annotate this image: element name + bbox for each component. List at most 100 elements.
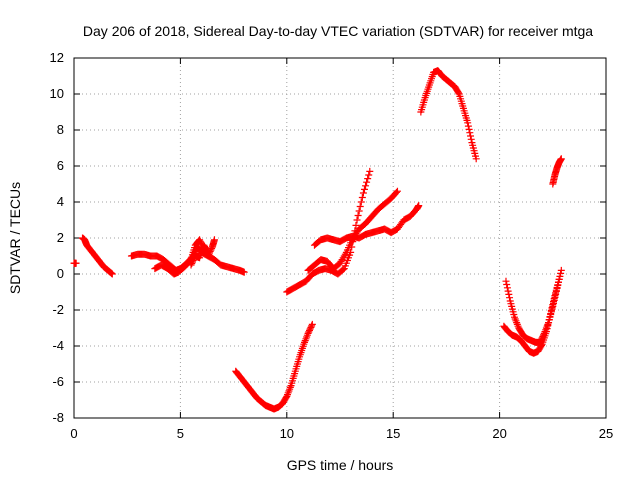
data-point <box>549 301 557 309</box>
data-point <box>365 171 373 179</box>
data-point <box>393 187 401 195</box>
data-point <box>543 325 551 333</box>
data-point <box>189 257 197 264</box>
data-point <box>72 259 80 267</box>
data-points <box>70 67 565 413</box>
data-point <box>467 135 475 143</box>
data-point <box>503 281 511 288</box>
data-series <box>232 320 316 413</box>
data-series <box>70 259 80 267</box>
data-point <box>304 329 312 337</box>
tick-labels: 0 5 10 15 20 25 -8 -6 -4 -2 0 2 4 6 8 10 12 <box>50 50 614 441</box>
data-point <box>308 320 316 328</box>
data-point <box>542 328 550 336</box>
data-point <box>544 322 552 330</box>
data-series <box>304 187 401 274</box>
data-point <box>108 270 116 278</box>
data-point <box>503 284 511 292</box>
data-point <box>188 258 196 266</box>
x-axis-label: GPS time / hours <box>287 457 394 473</box>
y-tick-label: 0 <box>57 266 64 281</box>
y-tick-label: 6 <box>57 158 64 173</box>
data-point <box>360 185 368 193</box>
y-tick-label: 4 <box>57 194 64 209</box>
data-point <box>366 167 374 175</box>
data-point <box>282 394 290 402</box>
data-point <box>506 294 514 302</box>
data-point <box>353 216 361 224</box>
y-axis-label: SDTVAR / TECUs <box>7 182 23 294</box>
data-point <box>364 175 372 183</box>
data-point <box>545 319 553 327</box>
data-point <box>415 202 423 210</box>
y-tick-label: -6 <box>52 374 64 389</box>
y-tick-label: -2 <box>52 302 64 317</box>
data-point <box>307 323 315 331</box>
data-series <box>500 275 563 357</box>
x-tick-label: 10 <box>280 426 294 441</box>
data-point <box>363 178 371 186</box>
data-point <box>545 316 553 324</box>
data-point <box>392 188 400 196</box>
data-point <box>505 290 513 298</box>
y-tick-label: 8 <box>57 122 64 137</box>
data-point <box>556 272 564 280</box>
data-point <box>464 119 472 127</box>
data-point <box>550 295 558 303</box>
y-tick-label: -4 <box>52 338 64 353</box>
data-point <box>465 125 473 133</box>
x-tick-label: 5 <box>177 426 184 441</box>
data-point <box>537 341 545 349</box>
data-series <box>310 202 423 249</box>
data-point <box>472 155 480 163</box>
chart-title: Day 206 of 2018, Sidereal Day-to-day VTE… <box>83 23 593 39</box>
data-point <box>339 266 347 273</box>
data-point <box>454 89 462 97</box>
y-tick-label: -8 <box>52 410 64 425</box>
data-series <box>549 155 565 188</box>
x-tick-label: 15 <box>386 426 400 441</box>
data-point <box>306 325 314 333</box>
data-point <box>357 198 365 206</box>
plot-frame <box>73 57 607 419</box>
data-point <box>464 122 472 130</box>
grid-lines <box>74 58 606 418</box>
data-point <box>547 310 555 318</box>
data-point <box>356 203 364 210</box>
data-point <box>203 247 211 255</box>
data-point <box>546 313 554 321</box>
data-series <box>417 67 480 163</box>
data-point <box>188 260 196 267</box>
data-point <box>240 268 248 276</box>
data-point <box>305 328 313 336</box>
data-point <box>352 221 360 229</box>
data-point <box>467 132 475 140</box>
data-point <box>362 182 370 190</box>
data-point <box>359 189 367 197</box>
data-point <box>196 237 204 245</box>
data-point <box>305 326 313 334</box>
data-series <box>187 241 212 269</box>
data-point <box>557 269 565 277</box>
data-point <box>204 248 212 256</box>
data-series <box>283 167 374 296</box>
data-series <box>79 234 116 278</box>
x-tick-label: 25 <box>599 426 613 441</box>
x-tick-label: 20 <box>492 426 506 441</box>
data-point <box>557 266 565 274</box>
data-point <box>358 194 366 201</box>
data-point <box>210 236 218 244</box>
x-tick-label: 0 <box>70 426 77 441</box>
y-tick-label: 2 <box>57 230 64 245</box>
data-point <box>187 261 195 269</box>
data-point <box>504 287 512 295</box>
data-point <box>196 236 204 244</box>
data-point <box>354 212 362 219</box>
data-point <box>547 307 555 315</box>
data-point <box>308 322 316 330</box>
data-point <box>557 155 565 163</box>
data-point <box>355 207 363 215</box>
y-tick-label: 12 <box>50 50 64 65</box>
data-point <box>502 277 510 285</box>
